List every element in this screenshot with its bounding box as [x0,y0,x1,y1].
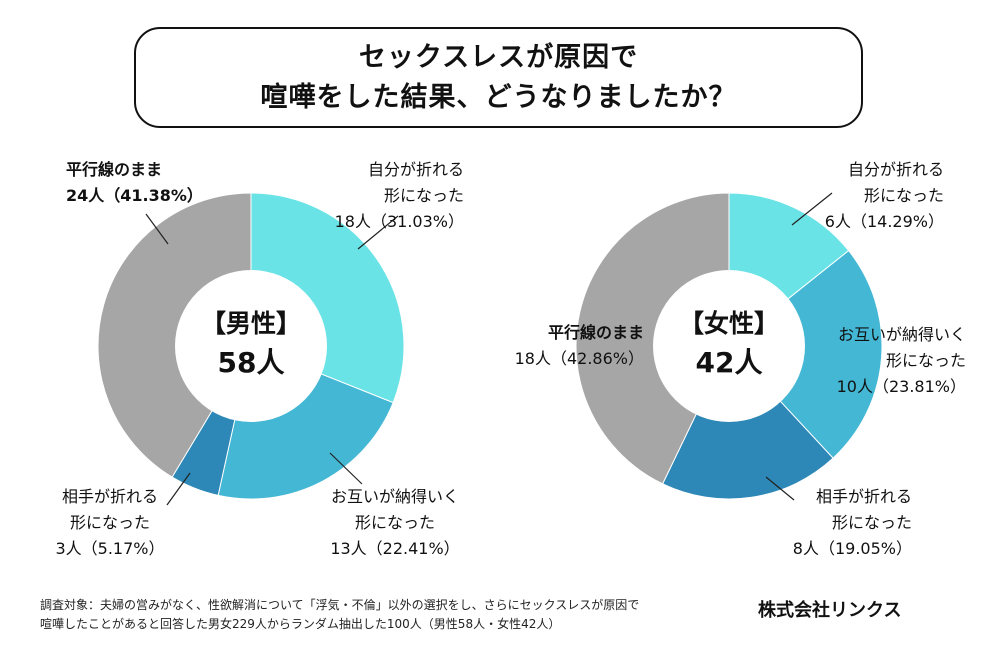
male-label-flat-value: 24人（41.38%） [66,186,203,205]
female-slice-1 [728,249,883,459]
male-label-self-line2: 形になった [383,186,464,205]
company-name: 株式会社リンクス [758,600,902,621]
male-label-mutual-value: 13人（22.41%） [330,539,460,558]
female-label-mutual-value: 10人（23.81%） [836,377,966,396]
female-label-flat-line1: 平行線のまま [547,323,644,342]
female-label-self-line2: 形になった [863,186,944,205]
female-label-mutual-line1: お互いが納得いく [837,325,966,344]
female-label-self: 自分が折れる 形になった 6人（14.29%） [825,157,944,235]
female-label-mutual-line2: 形になった [885,351,966,370]
male-label-mutual-line1: お互いが納得いく [330,487,459,506]
female-center-label: 【女性】 [678,309,779,338]
female-label-partner-value: 8人（19.05%） [792,539,912,558]
footnote-line-2: 喧嘩したことがあると回答した男女229人からランダム抽出した100人（男性58人… [40,617,561,631]
male-center-total: 58人 [217,346,285,379]
male-label-partner: 相手が折れる 形になった 3人（5.17%） [40,484,180,562]
male-leader-line-2 [166,472,191,506]
footnote: 調査対象：夫婦の営みがなく、性欲解消について「浮気・不倫」以外の選択をし、さらに… [40,596,639,634]
male-label-self-line1: 自分が折れる [367,160,464,179]
female-leader-line-0 [791,192,833,226]
title-line-2: 喧嘩をした結果、どうなりましたか？ [260,81,737,113]
male-label-partner-line1: 相手が折れる [61,487,158,506]
female-label-mutual: お互いが納得いく 形になった 10人（23.81%） [837,322,966,400]
title-box: セックスレスが原因で 喧嘩をした結果、どうなりましたか？ [134,27,863,128]
male-label-self: 自分が折れる 形になった 18人（31.03%） [335,157,464,235]
female-label-flat-value: 18人（42.86%） [514,349,644,368]
male-leader-line-3 [145,213,169,245]
female-label-self-value: 6人（14.29%） [824,212,944,231]
female-label-partner-line1: 相手が折れる [815,487,912,506]
female-label-flat: 平行線のまま 18人（42.86%） [515,320,644,372]
female-center-total: 42人 [695,346,763,379]
male-center-label: 【男性】 [200,309,301,338]
female-label-self-line1: 自分が折れる [847,160,944,179]
male-label-flat: 平行線のまま 24人（41.38%） [66,157,203,209]
male-leader-line-1 [329,452,363,485]
footnote-line-1: 調査対象：夫婦の営みがなく、性欲解消について「浮気・不倫」以外の選択をし、さらに… [40,598,640,612]
female-label-partner-line2: 形になった [831,513,912,532]
male-label-partner-line2: 形になった [69,513,150,532]
male-label-mutual: お互いが納得いく 形になった 13人（22.41%） [305,484,485,562]
male-label-mutual-line2: 形になった [354,513,435,532]
female-leader-line-2 [765,476,795,501]
male-label-flat-line1: 平行線のまま [66,160,163,179]
female-donut-hole [653,270,805,422]
female-label-partner: 相手が折れる 形になった 8人（19.05%） [793,484,912,562]
female-slice-2 [661,345,834,500]
male-label-partner-value: 3人（5.17%） [55,539,165,558]
male-donut-hole [175,270,327,422]
male-leader-line-0 [357,215,399,250]
title-line-1: セックスレスが原因で [358,41,639,73]
male-label-self-value: 18人（31.03%） [334,212,464,231]
